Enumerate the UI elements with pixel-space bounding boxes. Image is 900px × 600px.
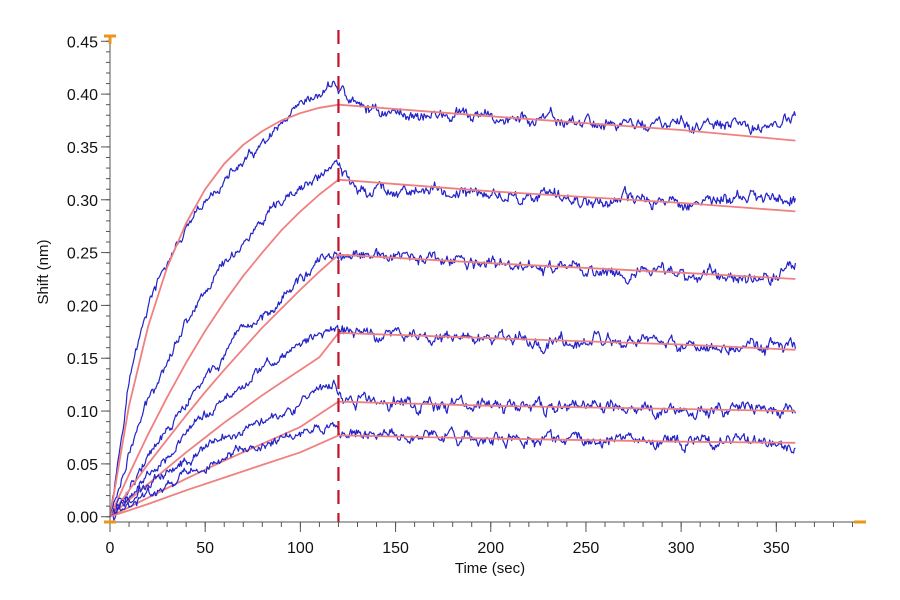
y-tick-label: 0.40: [67, 87, 98, 104]
fit-curve: [109, 332, 796, 518]
measured-trace: [109, 80, 796, 517]
measured-trace: [109, 159, 796, 517]
fit-curve: [109, 103, 796, 517]
series-3: [109, 247, 796, 518]
x-tick-label: 350: [763, 540, 790, 557]
series-4: [109, 324, 796, 518]
x-tick-label: 0: [106, 540, 115, 557]
measured-trace: [109, 379, 796, 521]
y-tick-label: 0.45: [67, 34, 98, 51]
series-layer: [109, 80, 796, 521]
fit-curve: [109, 400, 796, 518]
y-axis-title: Shift (nm): [35, 239, 52, 304]
y-tick-label: 0.25: [67, 246, 98, 263]
x-tick-label: 100: [287, 540, 314, 557]
x-tick-label: 250: [573, 540, 600, 557]
measured-trace: [109, 421, 796, 518]
series-5: [109, 379, 796, 521]
y-tick-label: 0.00: [67, 510, 98, 527]
measured-trace: [109, 247, 796, 518]
x-axis-title: Time (sec): [455, 560, 525, 577]
measured-trace: [109, 324, 796, 518]
x-tick-label: 50: [196, 540, 214, 557]
fit-curve: [109, 178, 796, 518]
x-ticks: 0 50 100 150 200 250 300 350: [106, 522, 853, 557]
x-tick-label: 200: [477, 540, 504, 557]
y-tick-label: 0.05: [67, 457, 98, 474]
fit-curve: [109, 253, 796, 518]
plot-area: [109, 30, 796, 522]
y-tick-label: 0.10: [67, 404, 98, 421]
y-ticks: 0.00 0.05 0.10 0.15 0.20 0.25 0.30 0.35 0.40 0.45: [67, 34, 110, 527]
x-tick-label: 300: [668, 540, 695, 557]
series-1: [109, 80, 796, 517]
series-2: [109, 159, 796, 518]
axes: 0.00 0.05 0.10 0.15 0.20 0.25 0.30 0.35 0.40 0.45…: [67, 34, 866, 557]
y-tick-label: 0.35: [67, 140, 98, 157]
y-tick-label: 0.30: [67, 193, 98, 210]
x-tick-label: 150: [382, 540, 409, 557]
y-tick-label: 0.20: [67, 298, 98, 315]
y-tick-label: 0.15: [67, 351, 98, 368]
fit-curve: [109, 434, 796, 518]
series-6: [109, 421, 796, 518]
